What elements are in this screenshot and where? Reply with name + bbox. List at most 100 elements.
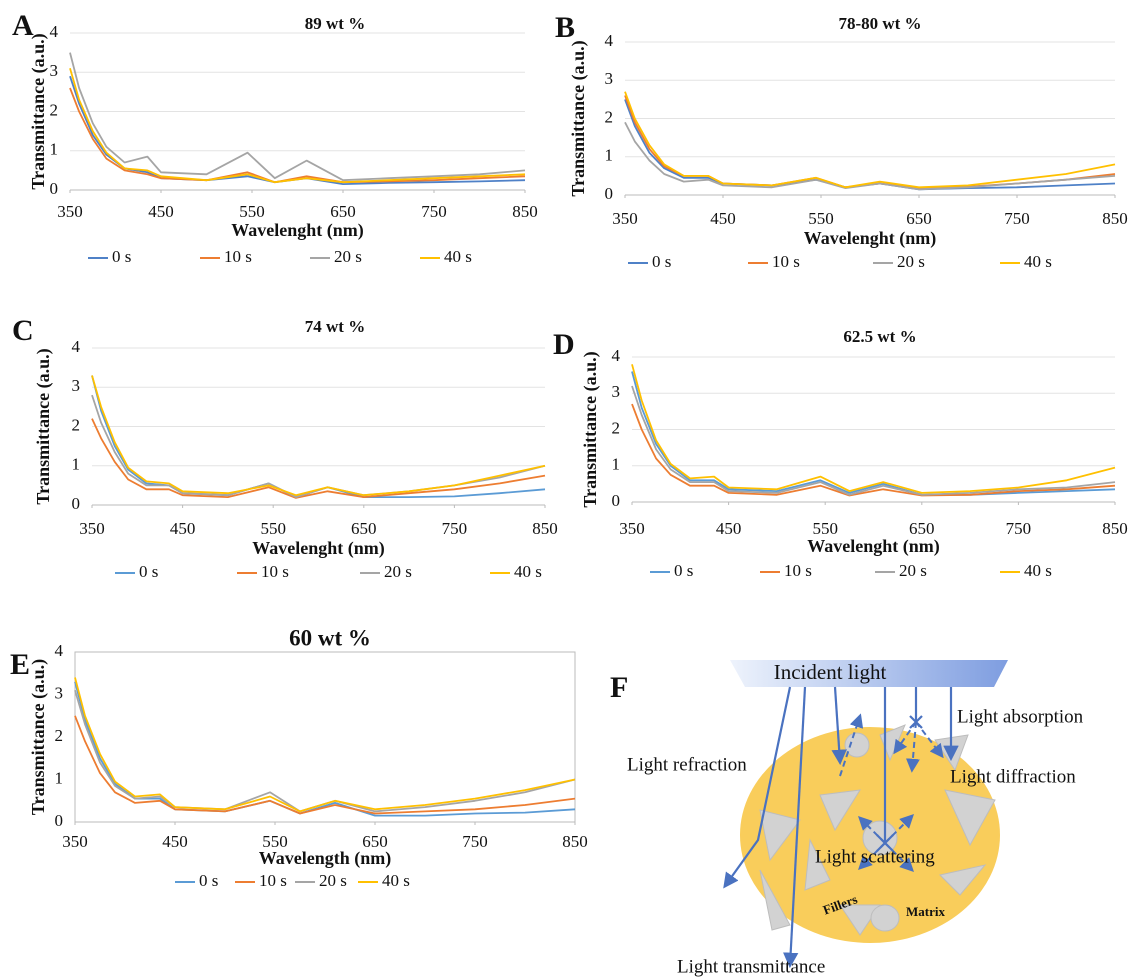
panel-label: E	[10, 648, 30, 681]
legend-label: 10 s	[261, 562, 289, 581]
x-tick-label: 650	[906, 209, 932, 228]
light-rays	[723, 686, 959, 969]
x-tick-label: 750	[442, 519, 468, 538]
y-tick-label: 0	[50, 179, 59, 198]
chart-title: 78-80 wt %	[838, 14, 921, 33]
legend-label: 10 s	[224, 247, 252, 266]
label-incident: Incident light	[774, 660, 887, 684]
x-axis-label: Wavelenght (nm)	[252, 538, 385, 559]
y-tick-label: 0	[72, 494, 81, 513]
y-tick-label: 1	[50, 140, 59, 159]
y-axis-label: Transmittance (a.u.)	[28, 33, 49, 189]
x-tick-label: 750	[1006, 519, 1032, 538]
x-tick-label: 450	[716, 519, 742, 538]
y-tick-label: 2	[605, 107, 614, 126]
legend-label: 20 s	[899, 561, 927, 580]
y-tick-label: 0	[612, 491, 621, 510]
y-axis-label: Transmittance (a.u.)	[33, 348, 54, 504]
series-line	[624, 91, 1116, 189]
x-tick-label: 650	[362, 832, 388, 851]
x-tick-label: 850	[1102, 209, 1128, 228]
legend-label: 0 s	[674, 561, 693, 580]
x-tick-label: 750	[421, 202, 447, 221]
label-scattering: Light scattering	[815, 846, 935, 867]
chart-title: 74 wt %	[305, 317, 365, 336]
label-refraction: Light refraction	[627, 754, 747, 775]
chart-panel: A 89 wt % Wavelenght (nm) Transmittance (a.…	[12, 9, 538, 266]
series-line	[74, 715, 576, 815]
x-axis-label: Wavelenght (nm)	[231, 220, 364, 241]
y-tick-label: 2	[50, 100, 59, 119]
series-line	[69, 87, 526, 184]
legend-label: 40 s	[444, 247, 472, 266]
y-tick-label: 4	[605, 31, 614, 50]
panel-label: D	[553, 328, 575, 361]
series-line	[74, 690, 576, 813]
series-line	[631, 403, 1116, 497]
x-tick-label: 350	[612, 209, 638, 228]
x-tick-label: 550	[239, 202, 265, 221]
legend-label: 40 s	[1024, 252, 1052, 271]
x-tick-label: 550	[262, 832, 288, 851]
series-line	[91, 375, 546, 497]
x-axis-label: Wavelenght (nm)	[807, 536, 940, 557]
x-tick-label: 350	[62, 832, 88, 851]
chart-panel: B 78-80 wt % Wavelenght (nm) Transmittance …	[555, 11, 1128, 271]
legend-label: 10 s	[772, 252, 800, 271]
x-tick-label: 450	[162, 832, 188, 851]
legend-label: 20 s	[384, 562, 412, 581]
y-tick-label: 2	[72, 415, 81, 434]
series-line	[631, 364, 1116, 494]
label-transmittance: Light transmittance	[677, 956, 825, 977]
x-axis-label: Wavelenght (nm)	[804, 228, 937, 249]
diagram-f: F Incident light	[610, 660, 1084, 978]
y-tick-label: 0	[605, 184, 614, 203]
chart-title: 60 wt %	[289, 625, 371, 650]
x-tick-label: 850	[562, 832, 588, 851]
series-line	[69, 68, 526, 184]
label-absorption: Light absorption	[957, 706, 1084, 727]
x-tick-label: 450	[170, 519, 196, 538]
x-tick-label: 450	[148, 202, 174, 221]
y-tick-label: 1	[55, 768, 64, 787]
series-line	[624, 95, 1116, 189]
legend-label: 0 s	[139, 562, 158, 581]
chart-panel: C 74 wt % Wavelenght (nm) Transmittance (a.…	[12, 314, 558, 581]
x-tick-label: 650	[909, 519, 935, 538]
label-matrix: Matrix	[906, 904, 945, 919]
x-tick-label: 850	[1102, 519, 1128, 538]
x-tick-label: 550	[812, 519, 838, 538]
chart-panel: E 60 wt % Wavelength (nm) Transmittance (a.…	[10, 625, 588, 890]
panel-label: B	[555, 11, 575, 44]
y-tick-label: 3	[605, 69, 614, 88]
y-axis-label: Transmittance (a.u.)	[568, 40, 589, 196]
panel-label: C	[12, 314, 34, 347]
y-tick-label: 3	[50, 61, 59, 80]
y-tick-label: 4	[612, 346, 621, 365]
panel-label: A	[12, 9, 34, 42]
x-tick-label: 850	[532, 519, 558, 538]
legend-label: 0 s	[199, 871, 218, 890]
y-tick-label: 1	[605, 146, 614, 165]
y-tick-label: 3	[55, 683, 64, 702]
x-tick-label: 850	[512, 202, 538, 221]
x-tick-label: 350	[79, 519, 105, 538]
light-source	[730, 660, 1008, 687]
y-tick-label: 3	[612, 382, 621, 401]
chart-title: 89 wt %	[305, 14, 365, 33]
legend-label: 40 s	[514, 562, 542, 581]
y-tick-label: 0	[55, 811, 64, 830]
y-tick-label: 4	[50, 22, 59, 41]
label-diffraction: Light diffraction	[950, 766, 1076, 787]
series-line	[631, 371, 1116, 496]
y-tick-label: 3	[72, 376, 81, 395]
y-tick-label: 4	[55, 641, 64, 660]
x-tick-label: 450	[710, 209, 736, 228]
y-tick-label: 1	[612, 455, 621, 474]
x-tick-label: 750	[462, 832, 488, 851]
x-tick-label: 650	[351, 519, 377, 538]
y-tick-label: 2	[612, 418, 621, 437]
x-axis-label: Wavelength (nm)	[259, 848, 392, 869]
series-line	[69, 52, 526, 182]
